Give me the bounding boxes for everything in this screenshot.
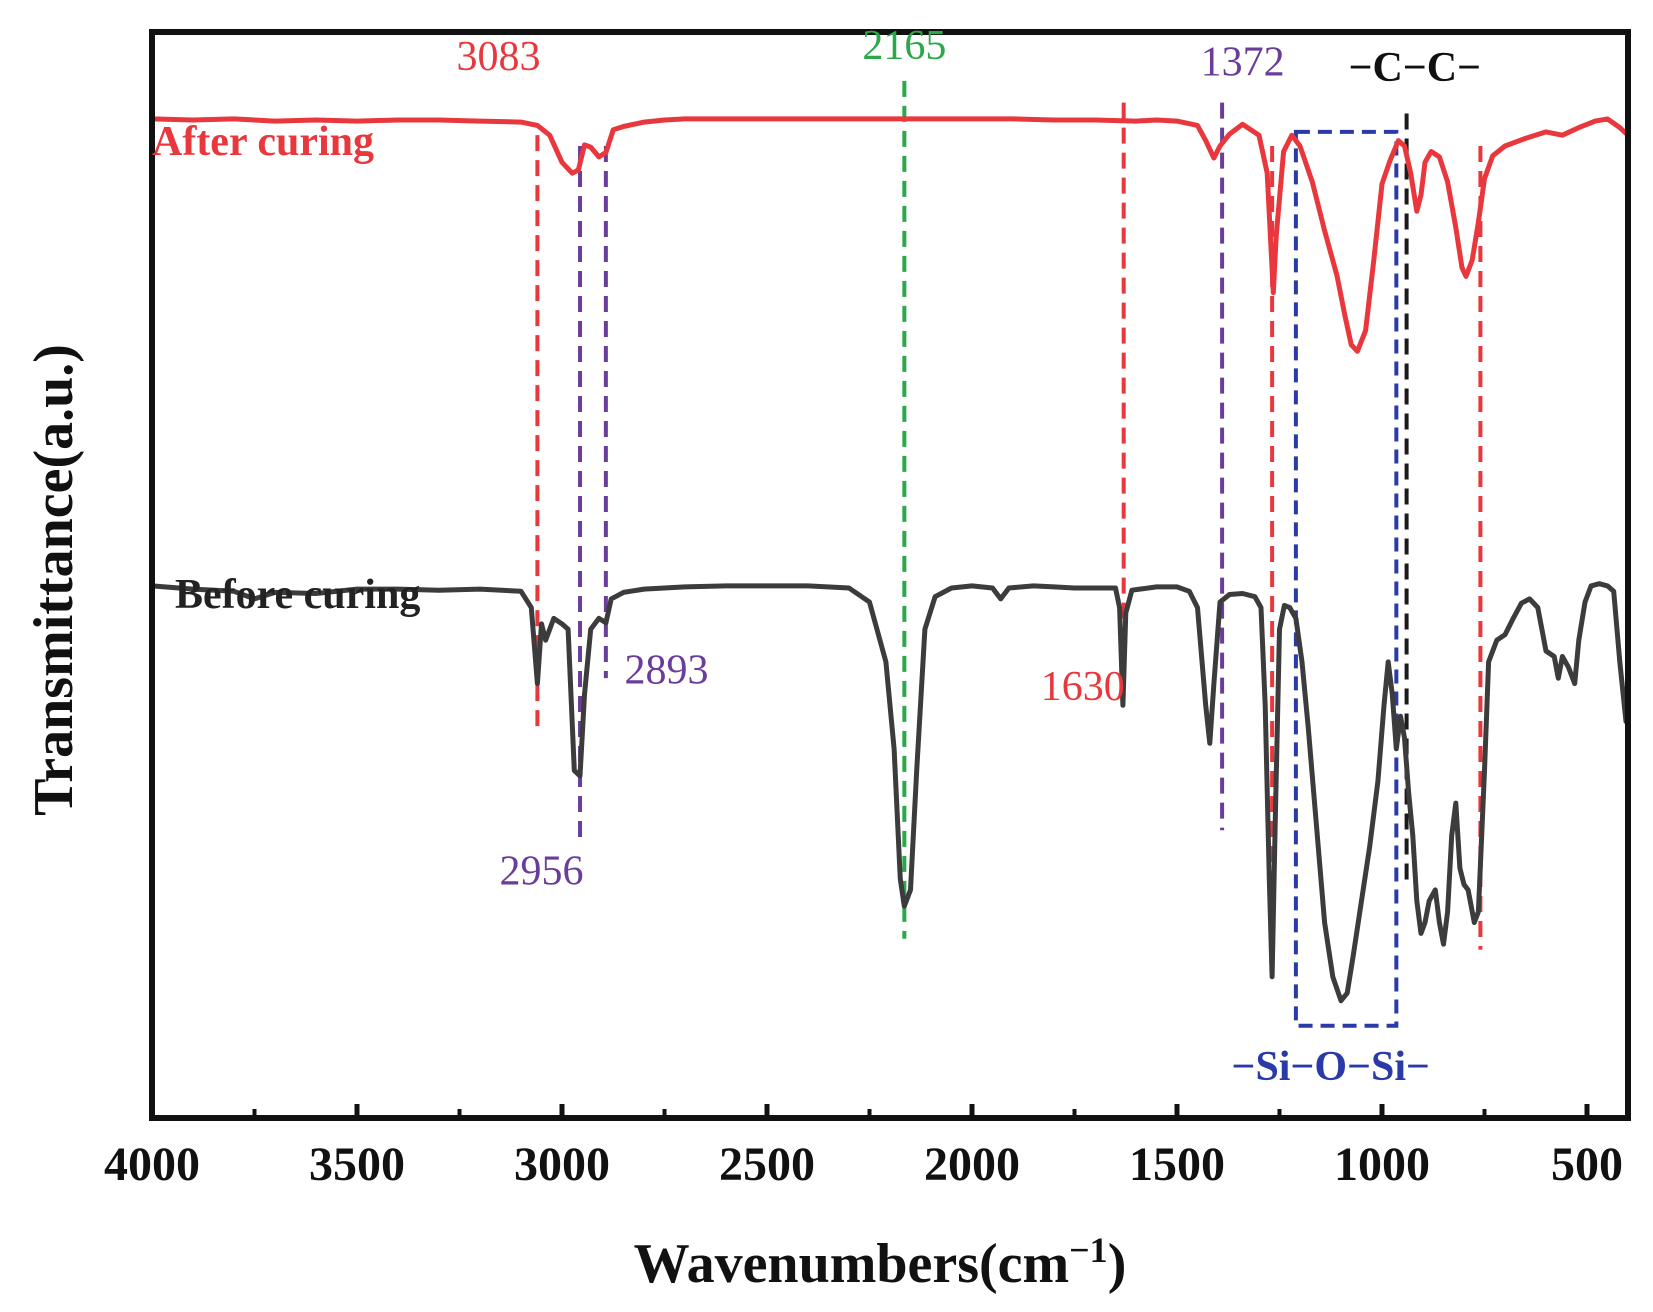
y-axis-title: Transmittance(a.u.) <box>23 344 85 816</box>
x-tick-label-1500: 1500 <box>1129 1138 1225 1191</box>
series-label-before-curing: Before curing <box>175 572 420 618</box>
x-tick-label-2000: 2000 <box>924 1138 1020 1191</box>
x-tick-label-3000: 3000 <box>514 1138 610 1191</box>
si-o-si-highlight-box <box>1293 129 1399 1028</box>
annotation-3: 2956 <box>500 849 584 895</box>
x-tick-label-3500: 3500 <box>309 1138 405 1191</box>
x-axis-unit-superscript: −1 <box>1069 1230 1108 1270</box>
series-line-before-curing <box>149 581 1631 1004</box>
highlight-box-layer <box>1293 129 1399 1028</box>
series-line-after-curing <box>149 116 1631 354</box>
annotation-0: 3083 <box>456 34 540 80</box>
x-tick-label-2500: 2500 <box>719 1138 815 1191</box>
x-axis-title: Wavenumbers(cm−1) <box>634 1230 1127 1295</box>
annotation-1: 2165 <box>862 23 946 69</box>
plot-frame <box>149 29 1631 1121</box>
x-tick-label-4000: 4000 <box>104 1138 200 1191</box>
text-layer: After curing Before curing 3083 2165 1372 295… <box>152 23 1481 1090</box>
reference-lines-layer <box>535 80 1483 950</box>
x-tick-label-1000: 1000 <box>1334 1138 1430 1191</box>
annotation-7: −Si−O−Si− <box>1232 1044 1430 1090</box>
series-label-after-curing: After curing <box>152 119 374 165</box>
annotation-2: 1372 <box>1201 39 1285 85</box>
series-layer <box>149 116 1631 1004</box>
annotation-5: 1630 <box>1041 664 1125 710</box>
x-ticks-layer: 4000 3500 3000 2500 2000 1500 1000 500 <box>104 1104 1623 1191</box>
annotation-4: 2893 <box>625 648 709 694</box>
x-tick-label-500: 500 <box>1551 1138 1623 1191</box>
annotation-6: −C−C− <box>1349 45 1481 91</box>
